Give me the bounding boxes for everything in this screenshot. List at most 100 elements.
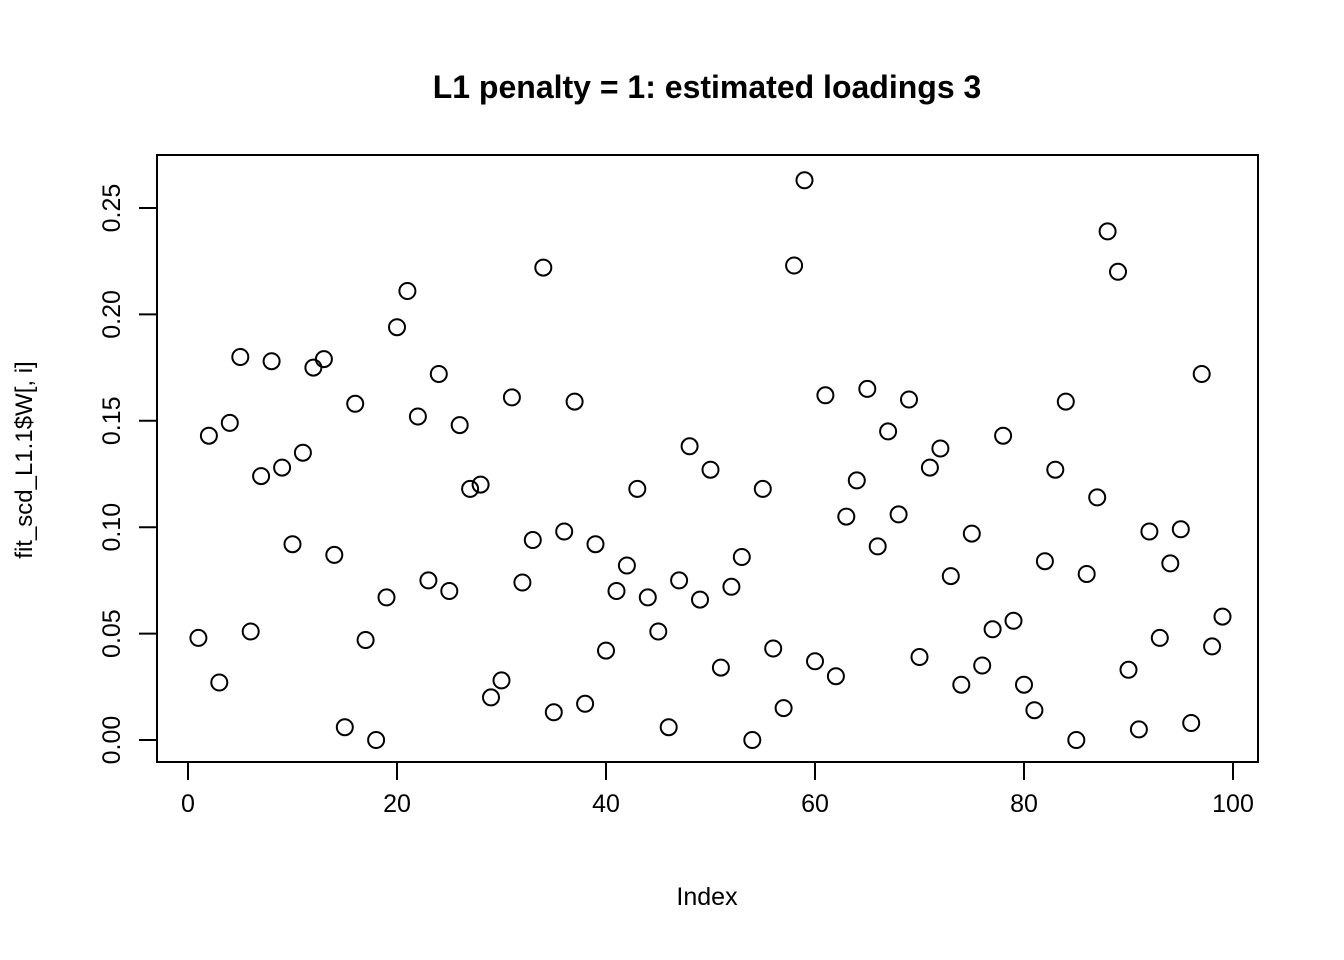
data-point <box>847 471 866 490</box>
data-point <box>220 413 239 432</box>
data-point <box>586 535 605 554</box>
data-point <box>523 531 542 549</box>
data-point <box>764 639 783 658</box>
data-point <box>1161 554 1180 573</box>
plot-box <box>156 154 1259 763</box>
data-point <box>743 731 762 749</box>
x-tick-label: 100 <box>1212 790 1254 818</box>
data-point <box>1015 675 1033 694</box>
data-point <box>826 667 845 686</box>
data-point <box>1067 731 1086 749</box>
y-tick-label: 0.10 <box>98 503 126 552</box>
data-point <box>1025 701 1044 720</box>
y-tick-label: 0.00 <box>98 716 126 765</box>
data-point <box>576 694 595 713</box>
data-point <box>544 703 563 722</box>
data-point <box>994 426 1013 445</box>
data-point <box>597 641 615 660</box>
data-point <box>388 318 406 337</box>
data-point <box>377 588 396 607</box>
y-tick-label: 0.20 <box>98 290 126 339</box>
data-point <box>920 458 939 477</box>
data-point <box>701 460 720 479</box>
data-point <box>325 545 344 564</box>
data-point <box>889 505 908 524</box>
data-point <box>722 577 741 596</box>
data-point <box>502 388 521 407</box>
data-point <box>1129 720 1148 739</box>
x-tick-label: 0 <box>181 790 195 818</box>
data-point <box>555 522 574 541</box>
data-point <box>565 392 584 411</box>
data-point <box>534 258 553 277</box>
data-point <box>711 658 730 677</box>
data-point <box>231 348 250 366</box>
data-point <box>774 699 793 718</box>
y-tick-label: 0.05 <box>98 609 126 658</box>
data-point <box>931 439 950 458</box>
data-point <box>659 718 678 737</box>
data-point <box>293 443 312 462</box>
data-point <box>941 567 960 586</box>
data-point <box>983 620 1002 639</box>
data-point <box>1150 628 1169 647</box>
data-point <box>806 652 824 671</box>
data-point <box>450 416 469 435</box>
data-point <box>607 582 626 600</box>
axis-ticks: 0 20 40 60 80 100 0.00 0.05 0.10 0.15 0.20 0.25 <box>98 184 1254 818</box>
data-point <box>1098 222 1117 241</box>
x-tick-label: 40 <box>592 790 620 818</box>
data-point <box>837 507 856 526</box>
data-point <box>429 365 448 383</box>
data-point <box>262 352 281 371</box>
data-point <box>1004 611 1023 630</box>
data-point <box>492 671 511 690</box>
data-point <box>868 537 887 556</box>
data-point <box>1203 637 1222 656</box>
y-tick-label: 0.25 <box>98 184 126 233</box>
data-point <box>1035 552 1054 571</box>
data-point <box>241 622 260 641</box>
data-point <box>1171 520 1190 539</box>
data-point <box>785 256 804 275</box>
data-point <box>753 479 772 498</box>
data-point <box>638 588 657 607</box>
data-point <box>1140 522 1159 541</box>
x-tick-label: 80 <box>1010 790 1038 818</box>
data-point <box>670 571 689 590</box>
data-point <box>1213 607 1232 626</box>
data-point <box>795 171 814 190</box>
data-point <box>419 571 438 590</box>
data-point <box>628 479 647 498</box>
y-axis-label: fit_scd_L1.1$W[, i] <box>11 361 38 558</box>
data-point <box>283 535 302 554</box>
data-point <box>1046 460 1065 479</box>
data-point <box>1192 365 1211 383</box>
x-tick-label: 20 <box>383 790 411 818</box>
data-point <box>273 458 292 477</box>
data-point <box>879 422 898 441</box>
data-point <box>461 479 480 498</box>
data-point <box>304 358 323 377</box>
data-point <box>858 379 877 398</box>
data-point <box>1109 262 1127 281</box>
data-point <box>210 673 229 692</box>
data-point <box>513 573 532 592</box>
data-point <box>816 386 835 405</box>
data-point <box>691 590 709 609</box>
data-point <box>471 475 490 494</box>
data-point <box>617 556 636 575</box>
y-tick-label: 0.15 <box>98 396 126 445</box>
data-point <box>199 426 218 445</box>
data-point <box>732 548 751 566</box>
data-point <box>189 628 208 647</box>
data-point <box>440 582 459 600</box>
data-point <box>398 282 417 300</box>
data-point <box>356 631 375 649</box>
data-point <box>973 656 992 675</box>
data-point <box>1182 714 1201 732</box>
chart-title: L1 penalty = 1: estimated loadings 3 <box>433 69 982 105</box>
data-point <box>335 718 354 737</box>
